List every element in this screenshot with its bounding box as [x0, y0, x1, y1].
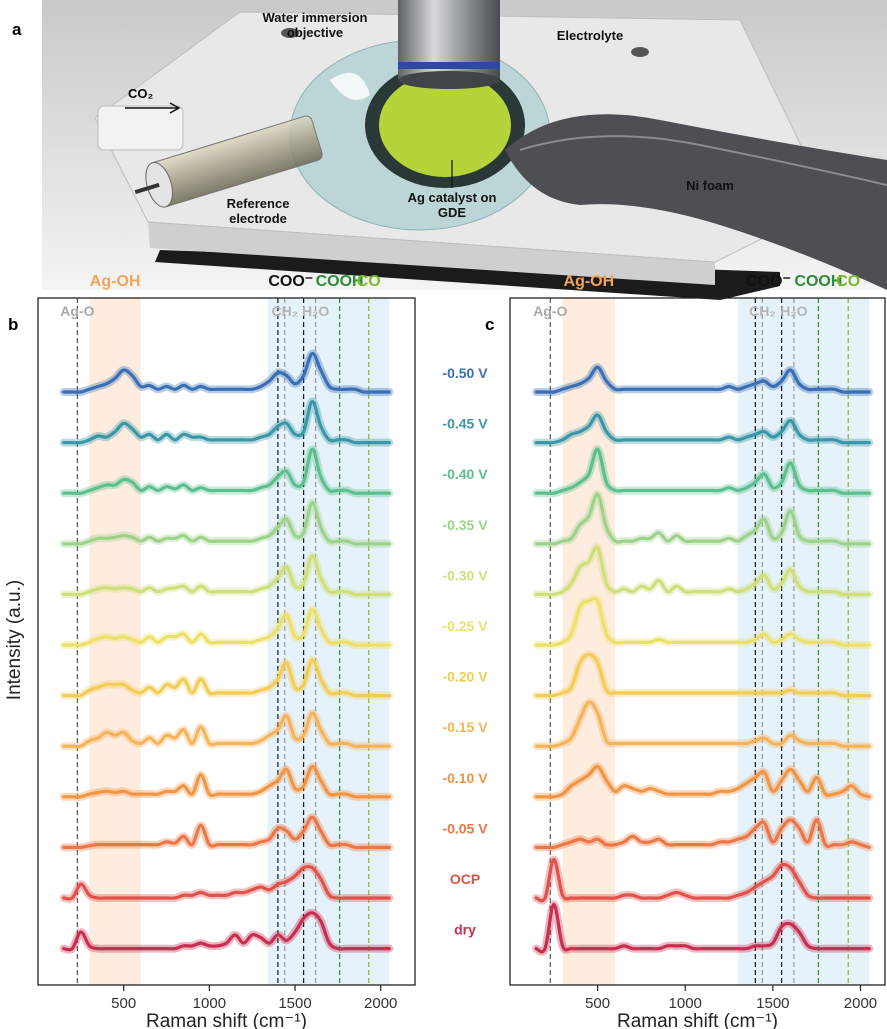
series-label: -0.25 V	[442, 618, 488, 634]
x-tick-label: 1000	[193, 995, 226, 1012]
foam-label: Ni foam	[675, 178, 745, 193]
series-label: -0.10 V	[442, 770, 488, 786]
series-label: -0.45 V	[442, 416, 488, 432]
series-label: -0.05 V	[442, 820, 488, 836]
co2-label: CO₂	[128, 86, 154, 101]
reference-label: H₂O	[302, 303, 329, 319]
reference-label: CH₂	[749, 303, 775, 319]
objective-band	[398, 62, 500, 69]
panel-label: a	[12, 20, 22, 39]
reference-label: CO	[357, 273, 381, 290]
series-label: -0.15 V	[442, 719, 488, 735]
x-tick-label: 500	[585, 995, 610, 1012]
series-label: -0.30 V	[442, 567, 488, 583]
x-tick-label: 1500	[756, 995, 789, 1012]
objective-label: Water immersion objective	[240, 10, 390, 40]
reference-label: Ag-O	[533, 303, 567, 319]
reference-label: H₂O	[780, 303, 807, 319]
x-tick-label: 1000	[669, 995, 702, 1012]
x-tick-label: 2000	[844, 995, 877, 1012]
series-label: OCP	[450, 871, 480, 887]
series-label: -0.35 V	[442, 517, 488, 533]
x-axis-label: Raman shift (cm⁻¹)	[617, 1011, 778, 1029]
x-tick-label: 1500	[278, 995, 311, 1012]
series-label: dry	[454, 922, 476, 938]
panel-label: c	[485, 315, 494, 334]
hole	[631, 47, 649, 57]
series-label: -0.40 V	[442, 466, 488, 482]
x-axis-label: Raman shift (cm⁻¹)	[146, 1011, 307, 1029]
series-label: -0.20 V	[442, 669, 488, 685]
catalyst-label: Ag catalyst on GDE	[402, 190, 502, 220]
figure: a b c CO₂ Intensity (a.u.) Ag-OH Ag-O COO⁻…	[0, 0, 887, 1029]
illustration	[42, 0, 887, 300]
reference-label: CH₂	[272, 303, 298, 319]
panel-label: b	[8, 315, 18, 334]
reference-label: CO	[836, 273, 860, 290]
electrolyte-label: Electrolyte	[540, 28, 640, 43]
series-label: -0.50 V	[442, 365, 488, 381]
reference-label: Ag-O	[60, 303, 94, 319]
page: a b c CO₂ Intensity (a.u.) Ag-OH Ag-O COO⁻…	[0, 0, 887, 1029]
reference-label: COO⁻	[746, 273, 791, 290]
reference-label: Reference electrode	[215, 196, 301, 226]
x-tick-label: 2000	[364, 995, 397, 1012]
band-label: Ag-OH	[90, 273, 141, 290]
objective-tip	[398, 71, 500, 89]
reference-label: COO⁻	[268, 273, 313, 290]
y-axis-label: Intensity (a.u.)	[4, 580, 25, 700]
band-label: Ag-OH	[564, 273, 615, 290]
x-tick-label: 500	[111, 995, 136, 1012]
